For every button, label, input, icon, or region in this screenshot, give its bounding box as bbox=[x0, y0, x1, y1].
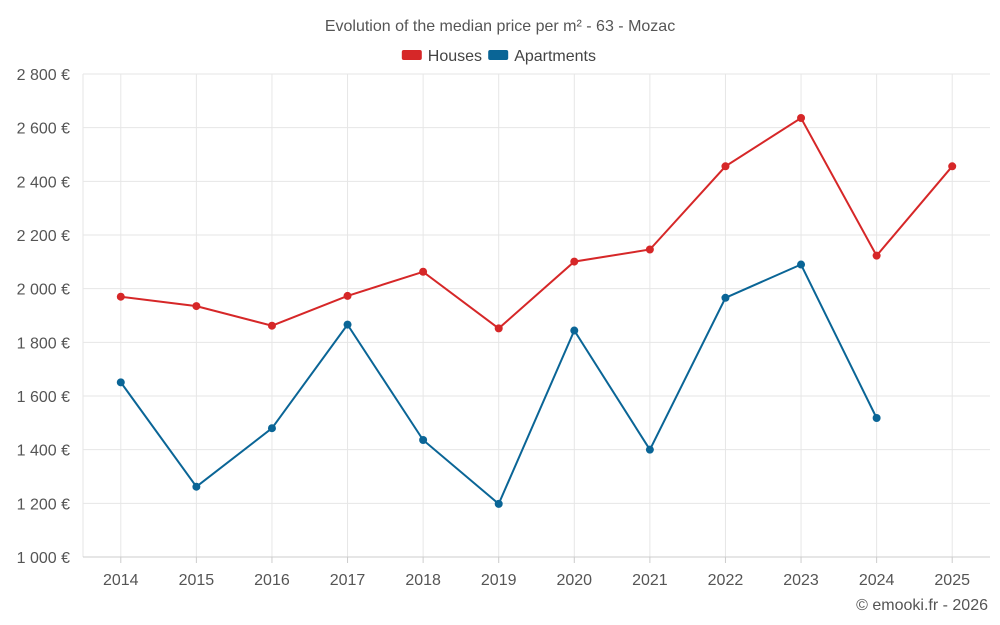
x-tick-label: 2020 bbox=[556, 572, 592, 589]
x-tick-label: 2025 bbox=[934, 572, 970, 589]
data-point[interactable] bbox=[267, 424, 276, 433]
legend-item-houses[interactable]: Houses bbox=[401, 48, 482, 65]
x-tick-label: 2017 bbox=[330, 572, 366, 589]
grid bbox=[82, 73, 990, 558]
legend-label: Apartments bbox=[514, 48, 596, 65]
y-tick-label: 2 800 € bbox=[17, 67, 70, 84]
data-point[interactable] bbox=[797, 114, 806, 123]
data-point[interactable] bbox=[570, 326, 579, 335]
x-axis: 2014 2015 2016 2017 2018 2019 2020 2021 2022 2023… bbox=[103, 557, 970, 589]
y-tick-label: 1 800 € bbox=[17, 335, 70, 352]
x-tick-label: 2021 bbox=[632, 572, 668, 589]
x-tick-label: 2019 bbox=[481, 572, 517, 589]
series-line bbox=[120, 116, 953, 330]
data-point[interactable] bbox=[494, 324, 503, 333]
data-point[interactable] bbox=[419, 267, 428, 276]
y-tick-label: 2 600 € bbox=[17, 121, 70, 138]
x-tick-label: 2015 bbox=[179, 572, 215, 589]
chart-title: Evolution of the median price per m² - 6… bbox=[325, 18, 675, 35]
data-point[interactable] bbox=[721, 293, 730, 302]
y-axis: 1 000 € 1 200 € 1 400 € 1 600 € 1 800 € 2 000… bbox=[17, 67, 70, 567]
legend-label: Houses bbox=[428, 48, 482, 65]
series-apartments[interactable] bbox=[116, 260, 881, 508]
data-point[interactable] bbox=[192, 302, 201, 311]
data-point[interactable] bbox=[419, 436, 428, 445]
y-tick-label: 1 200 € bbox=[17, 496, 70, 513]
legend-item-apartments[interactable]: Apartments bbox=[488, 48, 596, 65]
legend[interactable]: Houses Apartments bbox=[401, 48, 596, 65]
y-tick-label: 1 400 € bbox=[17, 443, 70, 460]
x-tick-label: 2018 bbox=[405, 572, 441, 589]
data-point[interactable] bbox=[192, 482, 201, 491]
data-point[interactable] bbox=[721, 162, 730, 171]
x-tick-label: 2016 bbox=[254, 572, 290, 589]
y-tick-label: 1 600 € bbox=[17, 389, 70, 406]
data-point[interactable] bbox=[797, 260, 806, 269]
y-tick-label: 2 000 € bbox=[17, 282, 70, 299]
x-tick-label: 2023 bbox=[783, 572, 819, 589]
x-tick-label: 2024 bbox=[859, 572, 895, 589]
y-tick-label: 2 200 € bbox=[17, 228, 70, 245]
data-point[interactable] bbox=[570, 257, 579, 266]
credit-text: © emooki.fr - 2026 bbox=[856, 597, 988, 614]
data-point[interactable] bbox=[948, 162, 957, 171]
data-point[interactable] bbox=[343, 291, 352, 300]
y-tick-label: 1 000 € bbox=[17, 550, 70, 567]
x-tick-label: 2014 bbox=[103, 572, 139, 589]
data-point[interactable] bbox=[872, 414, 881, 423]
series-layer bbox=[116, 114, 957, 508]
legend-swatch bbox=[488, 50, 509, 60]
data-point[interactable] bbox=[494, 499, 503, 508]
data-point[interactable] bbox=[343, 320, 352, 329]
y-tick-label: 2 400 € bbox=[17, 174, 70, 191]
data-point[interactable] bbox=[267, 321, 276, 330]
data-point[interactable] bbox=[872, 251, 881, 260]
legend-swatch bbox=[401, 50, 422, 60]
data-point[interactable] bbox=[645, 245, 654, 254]
x-tick-label: 2022 bbox=[708, 572, 744, 589]
series-houses[interactable] bbox=[116, 114, 957, 333]
data-point[interactable] bbox=[116, 292, 125, 301]
data-point[interactable] bbox=[116, 378, 125, 387]
data-point[interactable] bbox=[645, 445, 654, 454]
